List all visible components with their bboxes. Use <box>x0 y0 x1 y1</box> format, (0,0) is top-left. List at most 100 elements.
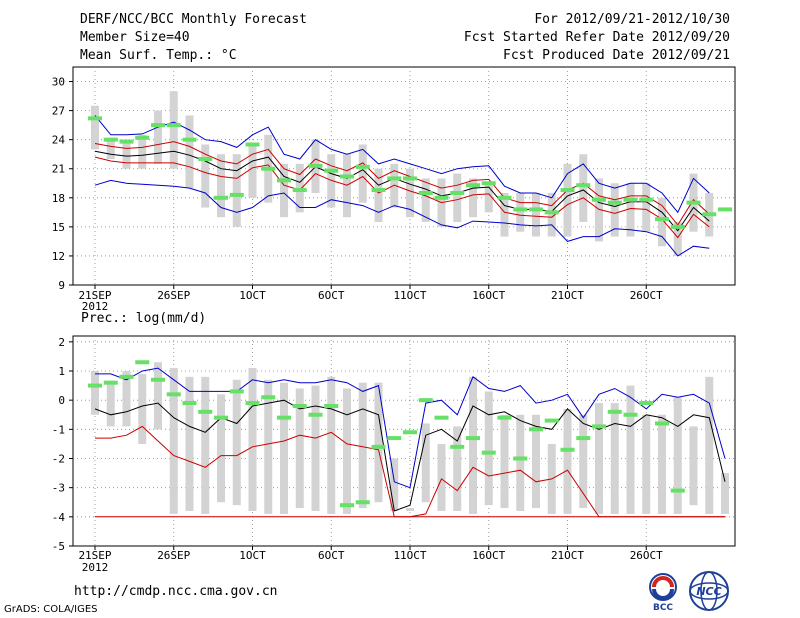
ensemble-bar <box>374 168 383 223</box>
observation-marker <box>387 176 402 181</box>
lower-envelope-line <box>94 179 710 257</box>
ensemble-bar <box>642 414 651 514</box>
y-tick-label: 12 <box>52 250 65 263</box>
observation-marker <box>466 183 480 188</box>
observation-marker <box>292 188 307 193</box>
ensemble-bar <box>169 368 178 514</box>
ensemble-bar <box>610 403 619 514</box>
observation-marker <box>434 415 449 420</box>
chart-panel-temperature: 9 12 15 18 21 24 27 30 21SEP 26SEP 1OCT 6OCT 11OCT 16… <box>52 66 736 313</box>
y-tick-label: 15 <box>52 221 65 234</box>
ensemble-bar <box>547 192 556 237</box>
observation-marker <box>119 139 134 144</box>
observation-marker <box>324 168 339 173</box>
ensemble-bar <box>421 178 430 223</box>
observation-marker <box>560 447 575 452</box>
ensemble-bar <box>453 426 462 511</box>
observation-marker <box>418 398 433 403</box>
observation-marker <box>544 418 559 423</box>
observation-marker <box>387 436 402 441</box>
ensemble-bar <box>201 144 210 208</box>
ensemble-bar <box>185 376 194 511</box>
ensemble-bar <box>106 137 115 160</box>
ensemble-bar <box>658 197 666 247</box>
x-tick-label: 21SEP <box>78 289 111 302</box>
observation-marker <box>198 409 213 414</box>
ensemble-bar <box>563 163 572 237</box>
observation-marker <box>371 444 386 449</box>
observation-marker <box>607 409 622 414</box>
x-year-label: 2012 <box>82 561 109 574</box>
ensemble-bar <box>673 397 682 514</box>
ensemble-bar <box>201 376 210 514</box>
observation-marker <box>639 401 654 406</box>
variable-label: Mean Surf. Temp.: °C <box>80 48 237 63</box>
y-tick-label: -1 <box>52 423 65 436</box>
x-tick-label: 1OCT <box>239 289 266 302</box>
observation-marker <box>403 176 417 181</box>
observation-marker <box>135 360 150 365</box>
observation-marker <box>560 188 575 193</box>
ensemble-bar <box>154 362 162 430</box>
ensemble-bar <box>658 414 666 514</box>
observation-marker <box>340 174 354 179</box>
median-line <box>94 399 726 512</box>
ensemble-bar <box>343 388 351 514</box>
observation-marker <box>607 200 622 205</box>
observation-marker <box>670 488 685 493</box>
fcst-produced-date: Fcst Produced Date 2012/09/21 <box>503 48 730 63</box>
grads-credit: GrADS: COLA/IGES <box>4 604 98 615</box>
ensemble-bar <box>579 414 588 509</box>
ensemble-bar <box>122 139 131 169</box>
plot-frame <box>72 66 736 286</box>
observation-marker <box>466 436 480 441</box>
ensemble-bar <box>154 110 162 164</box>
observation-marker <box>214 415 228 420</box>
observation-marker <box>450 190 465 195</box>
ensemble-bar <box>626 385 635 514</box>
observation-marker <box>576 183 591 188</box>
x-tick-label: 11OCT <box>393 289 426 302</box>
ensemble-bar <box>689 426 698 506</box>
ensemble-bar <box>217 394 225 503</box>
observation-marker <box>403 430 417 435</box>
observation-marker <box>355 164 370 169</box>
ncc-logo: NCC <box>689 571 729 611</box>
ensemble-bar <box>642 183 651 232</box>
ensemble-bar <box>406 508 414 511</box>
ensemble-bar <box>705 376 714 514</box>
y-tick-label: 0 <box>58 394 65 407</box>
observation-marker <box>718 207 732 212</box>
observation-marker <box>670 224 685 229</box>
observation-marker <box>702 212 717 217</box>
observation-marker <box>623 412 638 417</box>
observation-marker <box>166 392 181 397</box>
source-url[interactable]: http://cmdp.ncc.cma.gov.cn <box>74 584 278 599</box>
ensemble-bar <box>579 154 588 223</box>
member-size-label: Member Size=40 <box>80 30 190 45</box>
ensemble-bar <box>595 403 603 514</box>
ensemble-bar <box>500 414 509 509</box>
ensemble-bar <box>721 473 729 514</box>
y-tick-label: -5 <box>52 540 65 553</box>
observation-marker <box>151 123 165 128</box>
observation-marker <box>513 207 528 212</box>
ensemble-bar <box>516 414 525 511</box>
observation-marker <box>497 415 512 420</box>
y-tick-label: 30 <box>52 76 65 89</box>
ensemble-bar <box>532 414 540 509</box>
observation-marker <box>418 190 433 195</box>
ensemble-bar <box>469 376 477 514</box>
observation-marker <box>544 210 559 215</box>
observation-marker <box>261 395 276 400</box>
x-tick-label: 6OCT <box>318 549 345 562</box>
observation-marker <box>340 503 354 508</box>
observation-marker <box>103 137 118 142</box>
forecast-period: For 2012/09/21-2012/10/30 <box>534 12 730 27</box>
ensemble-bar <box>327 376 336 514</box>
ensemble-bar <box>437 443 446 511</box>
observation-marker <box>135 135 150 140</box>
observation-marker <box>481 181 496 186</box>
x-tick-label: 6OCT <box>318 289 345 302</box>
observation-marker <box>119 374 134 379</box>
